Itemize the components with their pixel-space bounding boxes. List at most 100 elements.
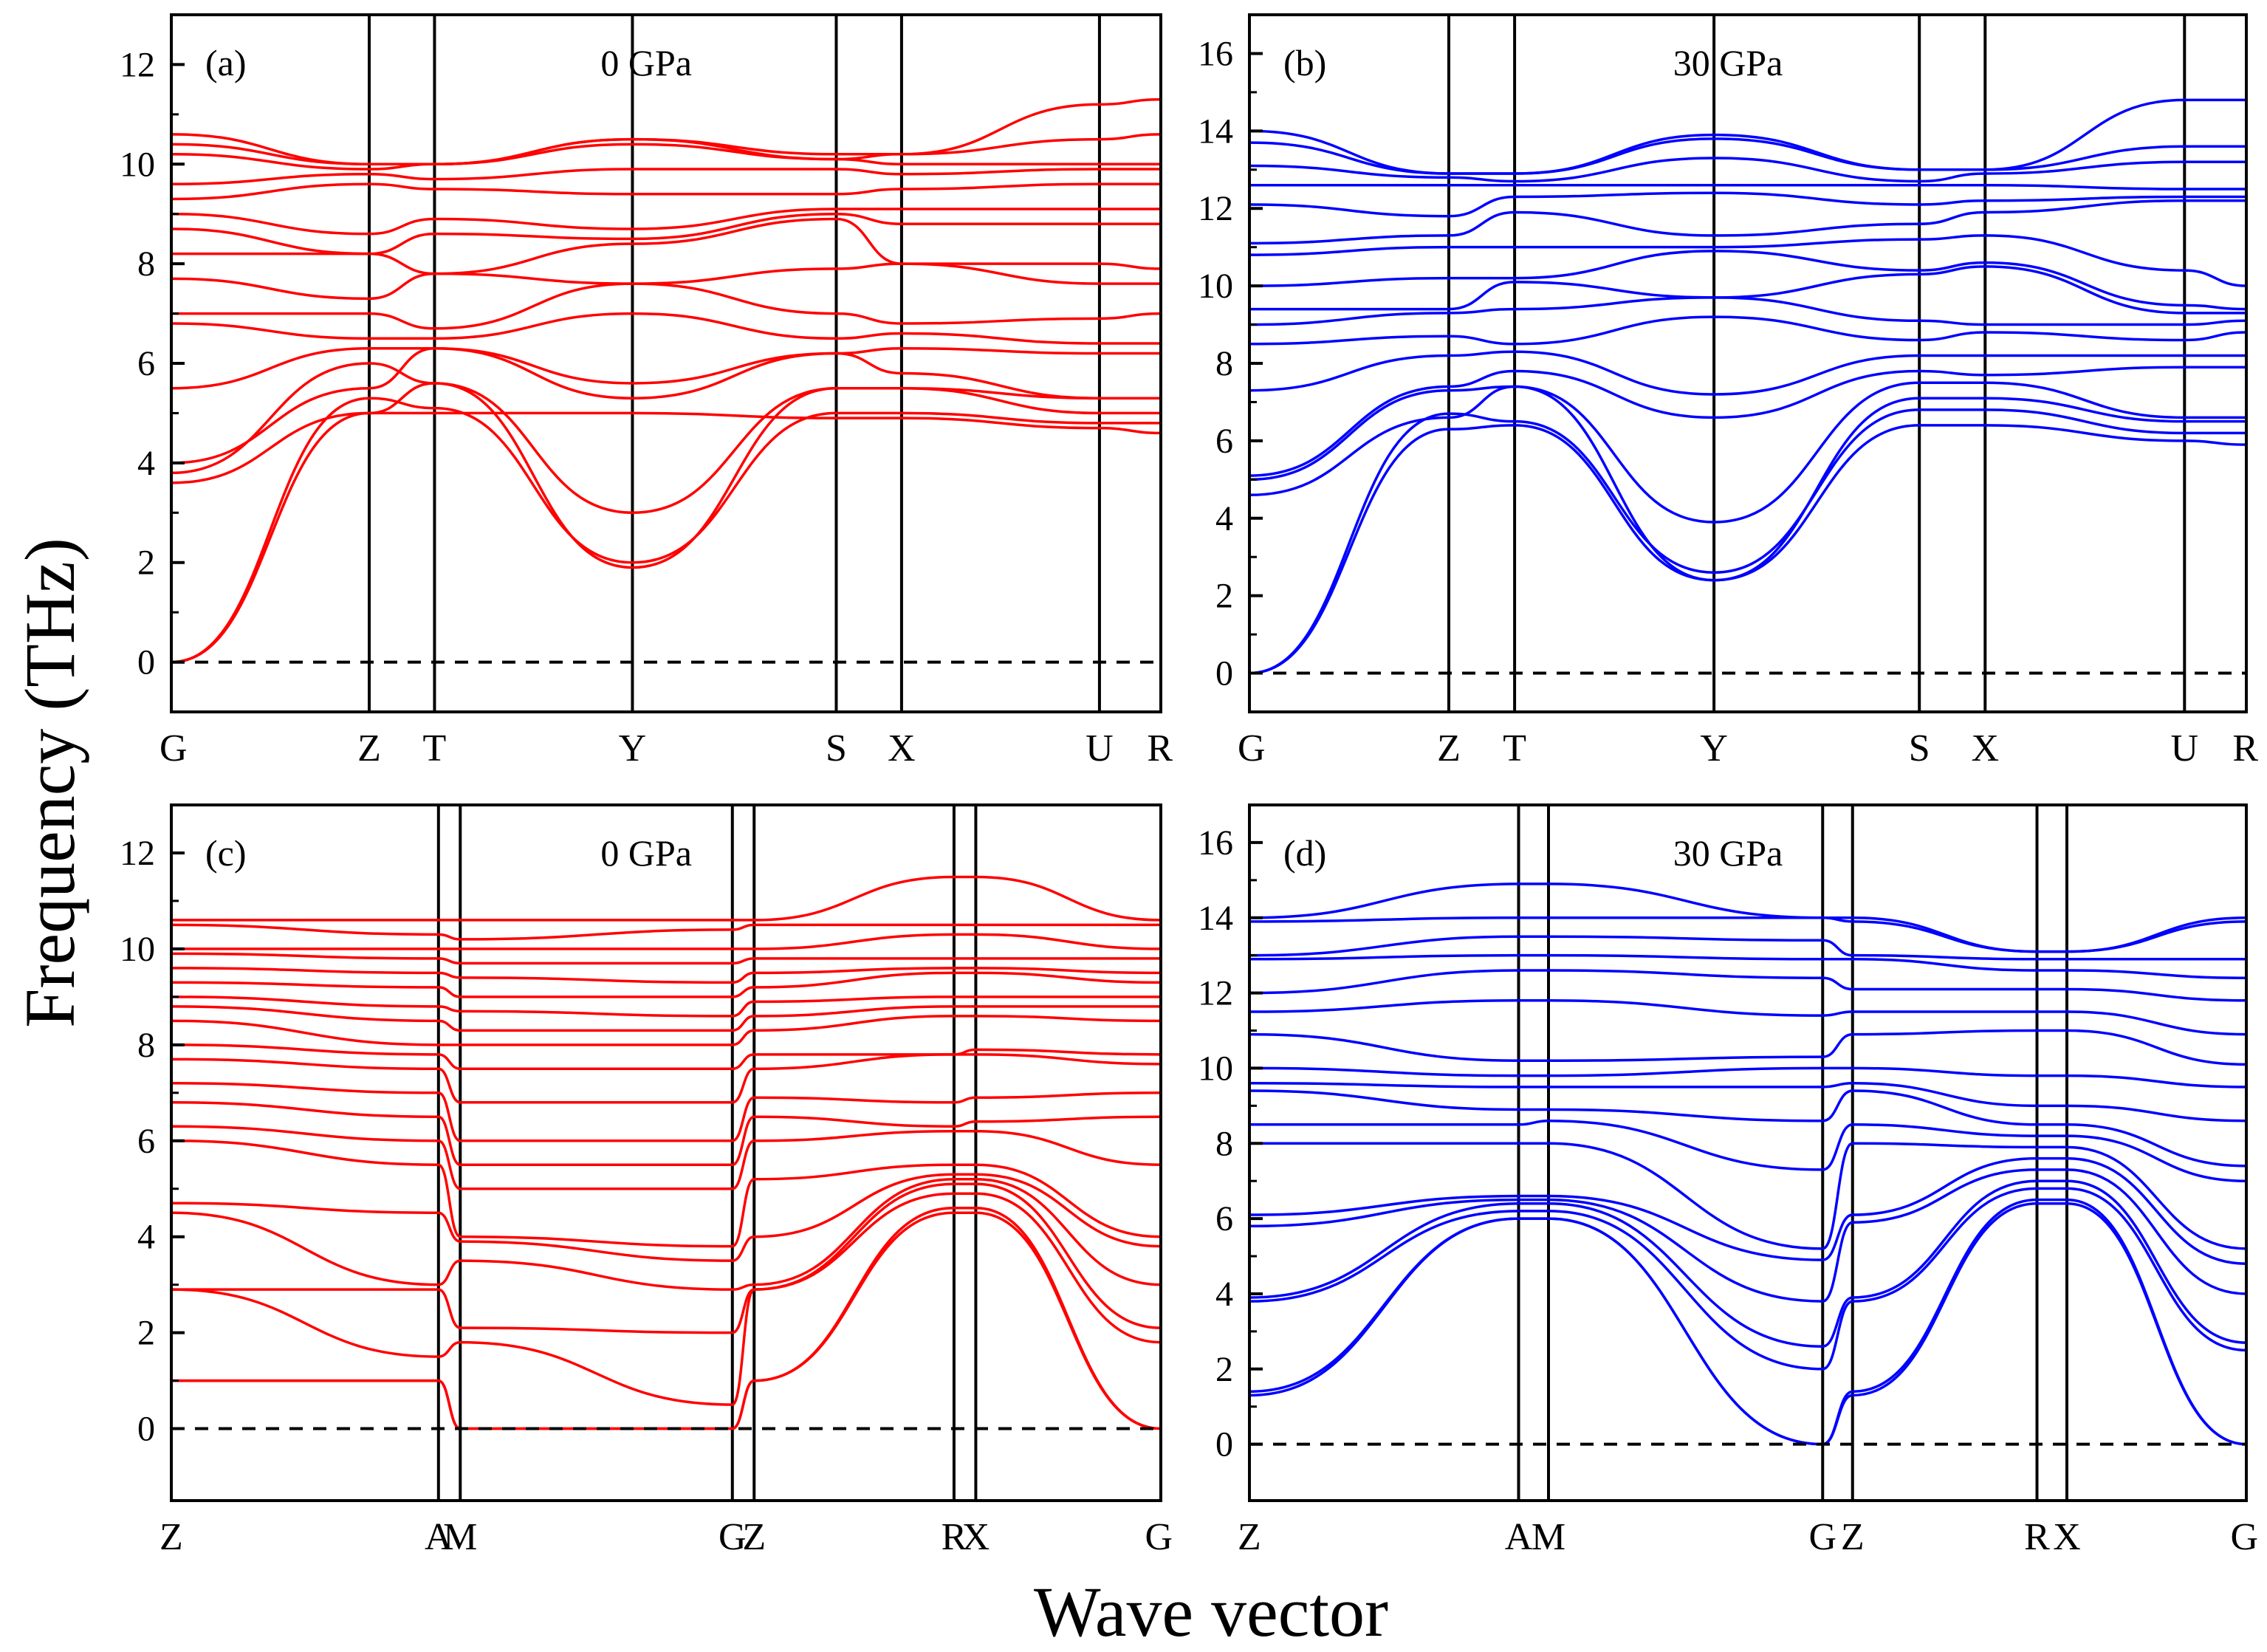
branch-17 (171, 952, 1161, 965)
kpoint-label-2: T (423, 727, 447, 770)
kpoint-label-4: S (1909, 727, 1930, 770)
branch-16 (171, 97, 1162, 166)
y-tick-label-3: 6 (137, 344, 155, 383)
branch-7 (171, 1125, 1162, 1190)
y-tick-label-2: 4 (137, 444, 155, 483)
branch-8 (1249, 265, 2246, 315)
branch-5 (1249, 350, 2246, 396)
y-tick-label-5: 10 (1198, 267, 1233, 306)
y-tick-label-1: 2 (137, 1314, 155, 1353)
branch-1 (171, 397, 1161, 664)
branch-7 (171, 282, 1162, 330)
branch-5 (1249, 1156, 2247, 1265)
kpoint-label-7: G (1145, 1516, 1173, 1558)
panel-label: (b) (1283, 42, 1326, 83)
panel-label: (c) (205, 832, 247, 874)
plot-frame (170, 803, 1162, 1502)
y-tick-label-8: 16 (1198, 34, 1233, 73)
branch-7 (1249, 1119, 2247, 1182)
branch-16 (171, 967, 1162, 984)
kpoint-label-5: R (942, 1516, 967, 1558)
branch-8 (171, 262, 1161, 301)
y-tick-label-2: 4 (137, 1218, 155, 1257)
y-tick-label-4: 8 (1215, 1124, 1233, 1163)
y-tick-label-5: 10 (1198, 1049, 1233, 1088)
branch-4 (171, 347, 1161, 465)
branch-8 (1249, 1089, 2247, 1168)
y-tick-label-0: 0 (1215, 1425, 1233, 1464)
y-tick-label-3: 6 (137, 1122, 155, 1161)
y-tick-label-1: 2 (137, 544, 155, 583)
branch-10 (171, 1053, 1162, 1104)
kpoint-label-7: R (2232, 727, 2258, 770)
branch-2 (171, 1192, 1162, 1406)
plot-frame (1248, 803, 2248, 1502)
y-tick-label-8: 16 (1198, 823, 1233, 863)
y-tick-label-6: 12 (1198, 974, 1233, 1013)
branch-1 (1249, 1198, 2247, 1446)
kpoint-label-6: U (1086, 727, 1114, 770)
kpoint-label-2: M (443, 1516, 477, 1558)
branch-9 (1249, 250, 2247, 311)
y-tick-label-4: 8 (137, 244, 155, 284)
kpoint-label-4: Z (1841, 1516, 1865, 1558)
pressure-label: 0 GPa (600, 832, 692, 874)
branch-12 (171, 1015, 1162, 1046)
panel-label: (a) (205, 42, 247, 83)
kpoint-label-0: Z (160, 1516, 183, 1558)
branch-16 (1249, 98, 2246, 175)
y-tick-label-2: 4 (1215, 1275, 1233, 1314)
branch-1 (1249, 408, 2246, 675)
x-axis-label: Wave vector (1034, 1572, 1388, 1651)
branch-8 (171, 1101, 1162, 1166)
branch-7 (1249, 296, 2247, 326)
y-tick-label-7: 14 (1198, 112, 1233, 151)
branch-14 (1249, 953, 2247, 979)
y-axis-label: Frequency (THz) (10, 538, 89, 1028)
y-tick-label-0: 0 (1215, 654, 1233, 693)
panel-label: (d) (1283, 832, 1326, 874)
branch-3 (171, 362, 1161, 515)
kpoint-label-3: Y (1700, 727, 1728, 770)
branch-6 (171, 312, 1161, 345)
kpoint-label-2: M (1532, 1516, 1565, 1558)
kpoint-label-1: A (425, 1516, 453, 1558)
branch-2 (171, 382, 1161, 569)
branch-13 (171, 1005, 1161, 1032)
kpoint-label-6: U (2171, 727, 2199, 770)
branch-20 (171, 875, 1162, 922)
y-tick-label-0: 0 (137, 643, 155, 682)
branch-10 (171, 212, 1161, 256)
y-tick-label-4: 8 (137, 1026, 155, 1065)
pressure-label: 0 GPa (600, 42, 692, 83)
branch-11 (1249, 199, 2246, 245)
kpoint-label-0: G (1238, 727, 1266, 770)
kpoint-label-5: X (1972, 727, 2000, 770)
branch-11 (171, 208, 1161, 236)
kpoint-label-5: R (2024, 1516, 2050, 1558)
kpoint-label-3: Y (619, 727, 647, 770)
branch-1 (171, 1206, 1162, 1430)
pressure-label: 30 GPa (1673, 42, 1783, 83)
kpoint-label-1: Z (1437, 727, 1461, 770)
y-tick-label-1: 2 (1215, 577, 1233, 616)
branch-4 (1249, 366, 2246, 477)
branch-12 (1249, 191, 2246, 218)
branch-13 (171, 168, 1161, 186)
y-tick-label-6: 12 (120, 834, 155, 873)
kpoint-label-6: X (962, 1516, 990, 1558)
branch-17 (1249, 882, 2247, 953)
kpoint-label-2: T (1503, 727, 1526, 770)
y-tick-label-5: 10 (120, 145, 155, 184)
branch-15 (171, 971, 1162, 998)
branch-12 (1249, 999, 2247, 1036)
kpoint-label-4: Z (742, 1516, 766, 1558)
y-tick-label-3: 6 (1215, 422, 1233, 461)
branch-13 (1249, 184, 2246, 191)
kpoint-label-3: G (1808, 1516, 1836, 1558)
kpoint-label-1: A (1505, 1516, 1533, 1558)
